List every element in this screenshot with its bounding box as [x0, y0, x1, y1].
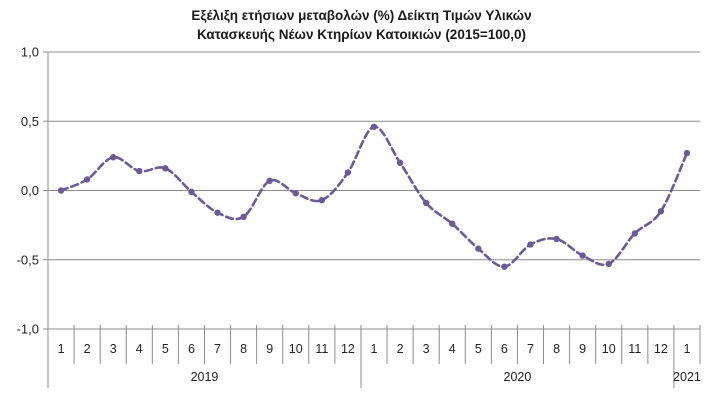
series-line: [59, 125, 689, 268]
x-tick-label: 6: [501, 342, 508, 356]
data-point: [579, 252, 586, 259]
x-tick-label: 10: [289, 342, 303, 356]
chart-title-line-2: Κατασκευής Νέων Κτηρίων Κατοικιών (2015=…: [196, 27, 527, 42]
x-tick-label: 8: [240, 342, 247, 356]
x-tick-label: 3: [423, 342, 430, 356]
x-tick-label: 9: [266, 342, 273, 356]
x-tick-label: 3: [110, 342, 117, 356]
data-point: [475, 245, 482, 252]
x-tick-label: 9: [579, 342, 586, 356]
x-tick-label: 5: [162, 342, 169, 356]
year-label: 2019: [191, 370, 219, 384]
year-label: 2020: [504, 370, 532, 384]
data-point: [136, 167, 143, 175]
data-point: [370, 123, 378, 130]
data-point: [110, 154, 117, 161]
data-point: [344, 169, 352, 176]
x-tick-label: 4: [136, 342, 143, 356]
data-point: [57, 187, 65, 194]
y-tick-label: -1,0: [17, 322, 39, 337]
x-tick-label: 12: [341, 342, 355, 356]
y-tick-label: 0,5: [21, 114, 39, 129]
x-tick-label: 10: [602, 342, 616, 356]
data-point: [501, 263, 508, 270]
data-point: [422, 199, 430, 207]
data-point: [553, 235, 560, 243]
x-tick-label: 1: [58, 342, 65, 356]
year-label: 2021: [673, 370, 701, 384]
x-tick-label: 11: [628, 342, 641, 356]
data-point: [657, 208, 665, 215]
data-point: [162, 165, 169, 172]
data-point: [240, 213, 247, 221]
data-point: [396, 159, 404, 166]
data-point: [83, 176, 91, 183]
y-tick-label: -0,5: [17, 252, 39, 267]
x-tick-label: 6: [188, 342, 195, 356]
data-point: [188, 188, 195, 196]
data-point: [318, 196, 326, 204]
data-point: [266, 177, 273, 185]
data-point: [214, 209, 221, 216]
data-point: [449, 220, 456, 227]
x-tick-label: 2: [397, 342, 404, 356]
x-tick-label: 11: [315, 342, 328, 356]
y-tick-label: 1,0: [21, 45, 39, 60]
x-tick-label: 12: [654, 342, 668, 356]
data-point: [683, 149, 691, 157]
x-tick-label: 7: [527, 342, 534, 356]
y-tick-label: 0,0: [21, 183, 39, 198]
x-tick-label: 1: [683, 342, 690, 356]
data-point: [631, 230, 638, 237]
x-tick-label: 4: [449, 342, 456, 356]
chart-title-line-1: Εξέλιξη ετήσιων μεταβολών (%) Δείκτη Τιμ…: [191, 8, 532, 23]
x-tick-label: 8: [553, 342, 560, 356]
chart-title: Εξέλιξη ετήσιων μεταβολών (%) Δείκτη Τιμ…: [0, 6, 723, 44]
x-tick-label: 5: [475, 342, 482, 356]
x-tick-label: 7: [214, 342, 221, 356]
x-tick-label: 2: [84, 342, 91, 356]
data-point: [527, 241, 534, 248]
x-tick-label: 1: [371, 342, 378, 356]
data-point: [605, 260, 612, 268]
data-point: [292, 190, 299, 197]
